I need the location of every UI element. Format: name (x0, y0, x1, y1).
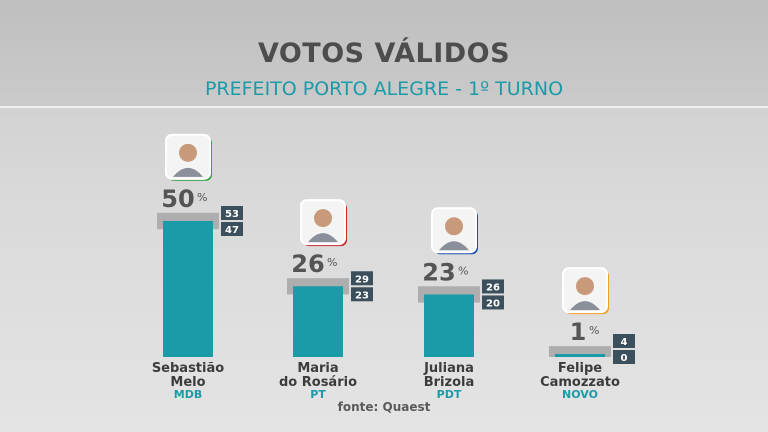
range-upper-box (613, 334, 635, 348)
candidate-name: Juliana (423, 361, 474, 376)
portrait-shoulders (173, 167, 203, 177)
percent-value: 26 (291, 250, 324, 278)
range-lower-label: 47 (225, 225, 239, 236)
candidate-name: Maria (297, 361, 338, 376)
candidate-party: NOVO (562, 388, 598, 401)
candidate-name: Camozzato (540, 375, 620, 390)
percent-sign: % (327, 256, 337, 269)
error-range-band (549, 346, 611, 357)
bar (163, 221, 213, 357)
candidate-party: PT (310, 388, 326, 401)
portrait-head (445, 217, 463, 236)
range-lower-box (613, 350, 635, 364)
range-lower-label: 23 (355, 290, 369, 301)
portrait-head (576, 277, 594, 296)
portrait-shoulders (308, 233, 338, 243)
portrait-shoulders (439, 241, 469, 251)
range-upper-box (221, 206, 243, 220)
range-lower-box (482, 295, 504, 310)
percent-value: 1 (570, 318, 587, 346)
range-upper-box (482, 279, 504, 294)
percent-sign: % (458, 264, 468, 277)
candidate-name: do Rosário (279, 375, 357, 390)
range-lower-box (351, 287, 373, 302)
range-upper-label: 53 (225, 209, 239, 220)
candidate-name: Brizola (424, 375, 475, 390)
candidate-name: Felipe (558, 361, 602, 376)
bar (293, 286, 343, 357)
source-note: fonte: Quaest (337, 400, 431, 414)
candidate-party: MDB (174, 388, 202, 401)
percent-value: 50 (161, 185, 194, 213)
chart-title: VOTOS VÁLIDOS (257, 38, 511, 69)
portrait-shoulders (570, 301, 600, 311)
chart-subtitle: PREFEITO PORTO ALEGRE - 1º TURNO (204, 78, 564, 100)
range-upper-label: 4 (621, 337, 628, 348)
header-band (0, 0, 768, 108)
range-upper-label: 26 (486, 282, 500, 293)
candidate-name: Melo (170, 375, 205, 390)
range-lower-label: 0 (621, 353, 628, 364)
percent-sign: % (589, 324, 599, 337)
portrait-head (179, 143, 197, 162)
candidate-name: Sebastião (152, 361, 224, 376)
percent-value: 23 (422, 258, 455, 286)
percent-sign: % (197, 191, 207, 204)
candidate-party: PDT (437, 388, 462, 401)
bar (555, 354, 605, 357)
range-lower-label: 20 (486, 298, 500, 309)
portrait-head (314, 209, 332, 228)
range-lower-box (221, 222, 243, 236)
range-upper-box (351, 271, 373, 286)
bar (424, 294, 474, 357)
range-upper-label: 29 (355, 274, 369, 285)
